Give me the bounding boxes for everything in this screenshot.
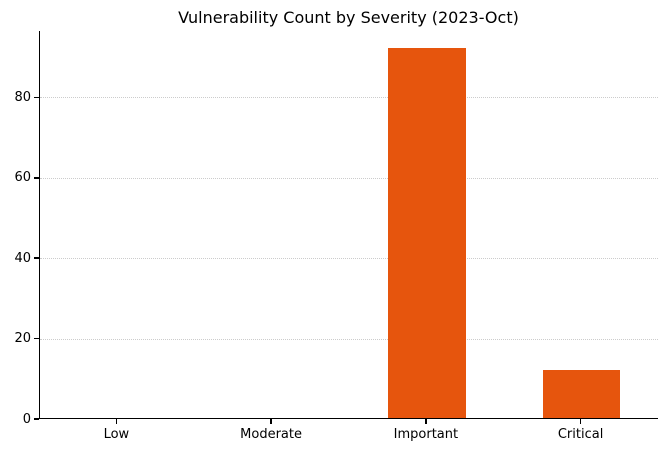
gridline-y-60 xyxy=(40,177,658,179)
x-tick-mark-important xyxy=(425,419,427,424)
x-tick-mark-low xyxy=(115,419,118,424)
x-tick-label-low: Low xyxy=(103,427,130,442)
x-tick-mark-critical xyxy=(579,419,582,424)
y-tick-label-20: 20 xyxy=(14,331,31,347)
bar-important xyxy=(388,48,466,418)
x-tick-label-critical: Critical xyxy=(557,427,604,442)
y-tick-label-0: 0 xyxy=(22,411,31,427)
y-tick-mark-80 xyxy=(34,96,39,99)
y-tick-mark-60 xyxy=(34,177,39,179)
bar-critical xyxy=(542,369,621,418)
gridline-y-20 xyxy=(40,338,658,340)
y-tick-mark-20 xyxy=(34,337,39,340)
y-tick-label-60: 60 xyxy=(14,170,31,186)
x-tick-label-moderate: Moderate xyxy=(240,427,302,442)
gridline-y-40 xyxy=(40,258,658,260)
y-tick-mark-0 xyxy=(34,418,39,420)
y-tick-mark-40 xyxy=(34,257,39,259)
x-tick-mark-moderate xyxy=(270,419,272,424)
x-tick-label-important: Important xyxy=(393,427,459,442)
y-tick-label-40: 40 xyxy=(14,250,31,266)
y-tick-label-80: 80 xyxy=(14,89,31,105)
gridline-y-80 xyxy=(40,97,658,99)
plot-area xyxy=(39,31,658,419)
chart-title: Vulnerability Count by Severity (2023-Oc… xyxy=(178,8,519,27)
